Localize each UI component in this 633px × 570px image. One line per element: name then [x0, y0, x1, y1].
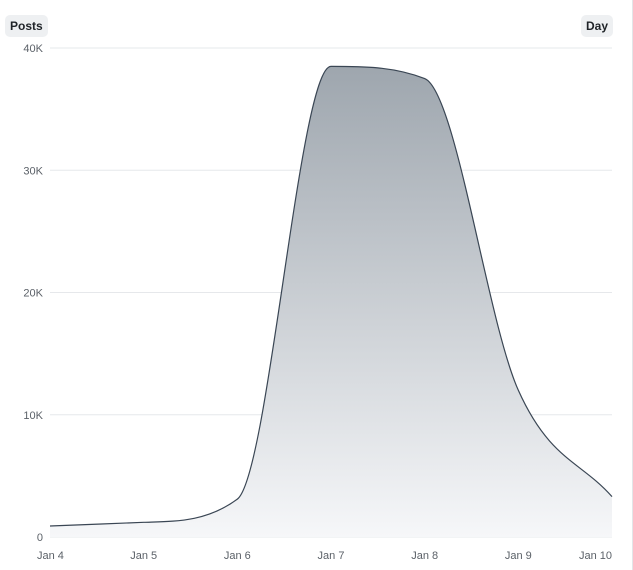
data-point — [422, 76, 428, 82]
y-tick-label: 40K — [23, 43, 43, 55]
data-point — [609, 494, 615, 500]
data-point — [515, 387, 521, 393]
series-line — [49, 65, 613, 527]
y-tick-label: 20K — [23, 288, 43, 300]
y-tick-label: 10K — [23, 410, 43, 422]
x-tick-label: Jan 9 — [505, 550, 532, 562]
y-tick-label: 30K — [23, 165, 43, 177]
data-point — [47, 523, 53, 529]
x-tick-label: Jan 6 — [224, 550, 251, 562]
interval-button[interactable]: Day — [581, 15, 614, 37]
data-point — [328, 63, 334, 69]
y-tick-label: 0 — [37, 532, 43, 544]
x-tick-label: Jan 4 — [37, 550, 64, 562]
x-tick-label: Jan 7 — [318, 550, 345, 562]
data-point — [234, 496, 240, 502]
x-tick-label: Jan 10 — [579, 550, 612, 562]
x-tick-label: Jan 8 — [411, 550, 438, 562]
x-tick-label: Jan 5 — [130, 550, 157, 562]
data-point — [141, 519, 147, 525]
metric-label: Posts — [5, 15, 48, 37]
area-fill — [50, 66, 612, 538]
